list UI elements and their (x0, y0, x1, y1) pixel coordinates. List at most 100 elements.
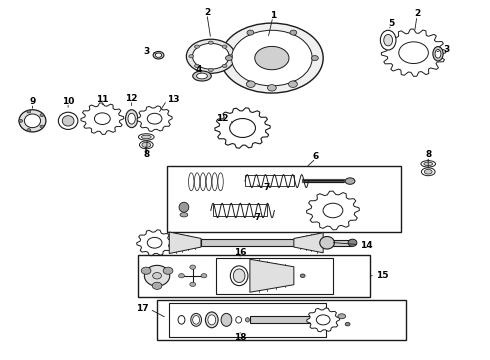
Circle shape (247, 81, 254, 86)
Ellipse shape (193, 43, 229, 69)
Ellipse shape (153, 273, 161, 279)
Ellipse shape (206, 173, 212, 191)
Text: 7: 7 (254, 213, 260, 222)
Ellipse shape (200, 173, 206, 191)
Circle shape (312, 55, 318, 60)
Ellipse shape (24, 114, 41, 128)
Ellipse shape (421, 161, 436, 167)
Polygon shape (250, 259, 294, 292)
Circle shape (163, 267, 173, 274)
Ellipse shape (193, 316, 199, 324)
Ellipse shape (193, 71, 211, 81)
Ellipse shape (196, 73, 207, 79)
Bar (201, 239, 294, 246)
Polygon shape (137, 230, 172, 256)
Ellipse shape (178, 316, 185, 324)
Text: 13: 13 (167, 95, 179, 104)
Ellipse shape (221, 314, 232, 326)
Text: 1: 1 (270, 10, 276, 19)
Polygon shape (137, 106, 172, 131)
Ellipse shape (186, 39, 235, 73)
Ellipse shape (19, 110, 46, 132)
Ellipse shape (230, 266, 248, 285)
Circle shape (19, 120, 23, 122)
Circle shape (190, 265, 196, 269)
Polygon shape (215, 108, 270, 148)
Ellipse shape (128, 113, 135, 124)
Ellipse shape (345, 322, 350, 326)
Text: 3: 3 (143, 48, 149, 57)
Ellipse shape (139, 134, 154, 140)
Ellipse shape (433, 46, 443, 61)
Text: 8: 8 (143, 150, 149, 159)
Text: 12: 12 (217, 114, 229, 123)
Ellipse shape (320, 237, 334, 249)
Circle shape (152, 282, 162, 289)
Bar (167, 166, 401, 232)
Text: 2: 2 (414, 9, 420, 18)
Circle shape (40, 125, 44, 128)
Bar (216, 258, 333, 294)
Ellipse shape (212, 173, 218, 191)
Bar (327, 239, 352, 246)
Ellipse shape (208, 315, 216, 325)
Ellipse shape (421, 168, 435, 176)
Ellipse shape (208, 68, 213, 72)
Ellipse shape (155, 53, 162, 57)
Ellipse shape (233, 269, 245, 283)
Ellipse shape (208, 41, 213, 44)
Text: 7: 7 (264, 183, 270, 192)
Bar (157, 300, 406, 339)
Ellipse shape (232, 30, 312, 86)
Ellipse shape (189, 55, 194, 58)
Ellipse shape (384, 35, 392, 46)
Text: 9: 9 (29, 97, 36, 106)
Text: 10: 10 (62, 96, 74, 105)
Ellipse shape (300, 274, 305, 278)
Circle shape (290, 30, 297, 35)
Ellipse shape (218, 173, 223, 191)
Ellipse shape (62, 116, 74, 126)
Circle shape (178, 274, 184, 278)
Text: 2: 2 (204, 8, 210, 17)
Text: 14: 14 (360, 241, 372, 250)
Polygon shape (307, 191, 359, 230)
Bar (213, 204, 267, 216)
Ellipse shape (345, 178, 355, 184)
Ellipse shape (142, 135, 151, 139)
Ellipse shape (195, 173, 200, 191)
Circle shape (147, 237, 162, 248)
Circle shape (268, 85, 276, 91)
Bar (245, 175, 294, 186)
Circle shape (247, 30, 254, 35)
Ellipse shape (195, 64, 199, 68)
Circle shape (290, 81, 297, 86)
Polygon shape (169, 232, 201, 253)
Ellipse shape (255, 46, 289, 70)
Text: 12: 12 (125, 94, 138, 103)
Text: 6: 6 (313, 152, 319, 161)
Text: 4: 4 (196, 65, 202, 74)
Bar (169, 303, 326, 337)
Ellipse shape (125, 110, 138, 128)
Ellipse shape (145, 265, 170, 286)
Text: 15: 15 (376, 271, 389, 280)
Text: 11: 11 (96, 95, 109, 104)
Ellipse shape (338, 314, 345, 319)
Ellipse shape (424, 162, 433, 166)
Ellipse shape (222, 45, 227, 48)
Ellipse shape (220, 23, 323, 93)
Polygon shape (381, 29, 446, 76)
Circle shape (201, 274, 207, 278)
Text: 18: 18 (234, 333, 246, 342)
Ellipse shape (380, 30, 396, 50)
Circle shape (230, 118, 255, 138)
Circle shape (40, 114, 44, 117)
Ellipse shape (435, 49, 441, 58)
Circle shape (190, 282, 196, 287)
Ellipse shape (236, 317, 242, 323)
Ellipse shape (179, 202, 189, 212)
Circle shape (147, 113, 162, 124)
Circle shape (317, 315, 330, 325)
Circle shape (399, 42, 428, 64)
